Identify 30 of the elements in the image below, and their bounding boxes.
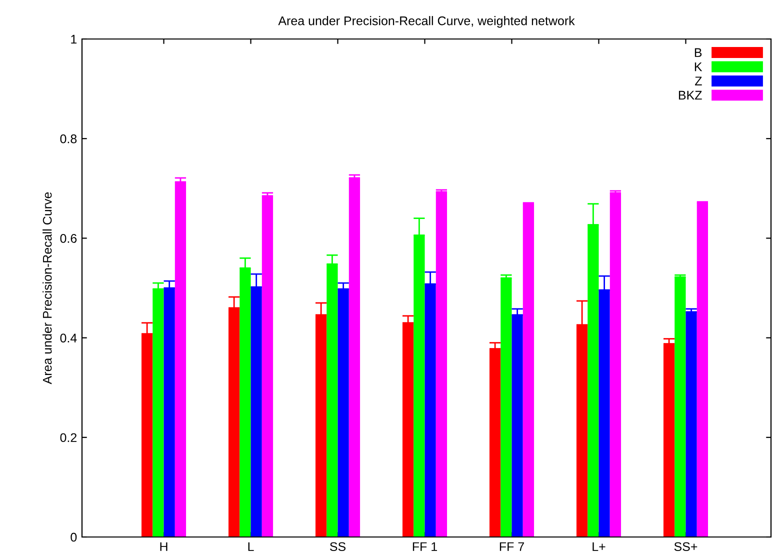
y-tick-label: 0	[70, 532, 77, 542]
x-tick-label: H	[160, 542, 168, 551]
bar	[500, 278, 512, 537]
x-tick-label: FF 7	[500, 542, 524, 551]
y-tick-label: 0.4	[60, 334, 77, 342]
bar	[674, 277, 686, 537]
bar	[696, 202, 708, 537]
y-tick-label: 0.6	[60, 234, 77, 243]
y-axis-title: Area under Precision-Recall Curve	[42, 192, 52, 384]
bar	[262, 196, 274, 537]
bar	[610, 192, 622, 537]
bar	[663, 344, 675, 537]
x-tick-label: L	[248, 542, 254, 551]
legend-label: BKZ	[678, 90, 702, 100]
x-tick-label: L+	[592, 542, 606, 551]
bar	[522, 204, 534, 537]
y-tick-label: 0.8	[60, 134, 77, 144]
x-tick-label: FF 1	[412, 542, 437, 551]
y-tick-label: 0.2	[60, 433, 77, 442]
bar	[174, 182, 186, 537]
bar	[686, 312, 697, 537]
y-tick-label: 1	[71, 34, 77, 44]
bar	[348, 178, 360, 537]
legend-label: K	[694, 62, 702, 72]
x-tick-label: SS+	[674, 542, 698, 552]
chart-title: Area under Precision-Recall Curve, weighted network	[278, 16, 575, 28]
legend-label: B	[694, 48, 702, 57]
bar	[436, 192, 448, 537]
legend-label: Z	[695, 76, 702, 86]
x-tick-label: SS	[330, 542, 346, 552]
